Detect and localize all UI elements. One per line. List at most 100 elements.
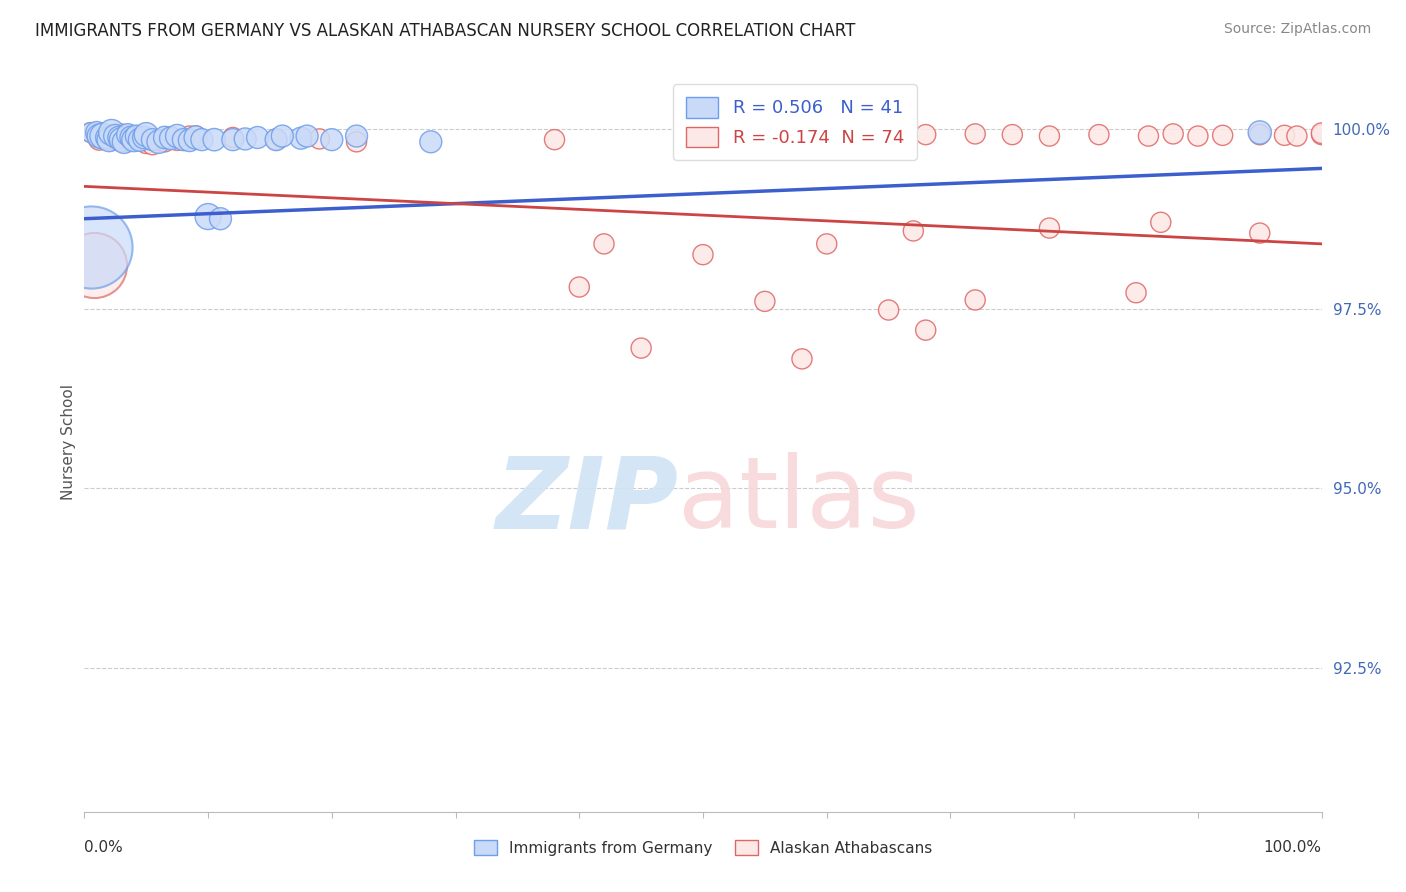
- Point: [1249, 226, 1271, 240]
- Point: [295, 129, 318, 144]
- Point: [222, 133, 245, 147]
- Point: [271, 129, 294, 144]
- Point: [233, 132, 256, 146]
- Point: [141, 137, 163, 152]
- Point: [1310, 126, 1333, 140]
- Point: [184, 129, 207, 144]
- Point: [122, 133, 145, 147]
- Point: [160, 131, 183, 145]
- Point: [148, 133, 170, 147]
- Point: [79, 125, 101, 139]
- Point: [1137, 129, 1160, 144]
- Point: [166, 129, 188, 144]
- Point: [419, 135, 441, 149]
- Point: [117, 128, 139, 142]
- Point: [1249, 128, 1271, 142]
- Point: [153, 135, 176, 149]
- Point: [264, 133, 287, 147]
- Point: [110, 133, 132, 147]
- Point: [1310, 128, 1333, 142]
- Point: [1249, 125, 1271, 139]
- Point: [264, 133, 287, 147]
- Point: [965, 127, 987, 141]
- Point: [100, 129, 122, 144]
- Point: [197, 210, 219, 224]
- Point: [112, 135, 135, 149]
- Point: [903, 224, 925, 238]
- Point: [153, 130, 176, 145]
- Text: atlas: atlas: [678, 452, 920, 549]
- Point: [98, 133, 121, 147]
- Point: [246, 130, 269, 145]
- Point: [692, 247, 714, 261]
- Point: [132, 130, 155, 145]
- Point: [202, 133, 225, 147]
- Point: [815, 236, 838, 251]
- Point: [141, 133, 163, 147]
- Text: Source: ZipAtlas.com: Source: ZipAtlas.com: [1223, 22, 1371, 37]
- Point: [129, 133, 152, 147]
- Point: [815, 129, 838, 144]
- Point: [1285, 129, 1308, 144]
- Point: [1001, 128, 1024, 142]
- Point: [108, 130, 131, 145]
- Point: [568, 280, 591, 294]
- Point: [877, 303, 900, 318]
- Point: [1274, 128, 1296, 143]
- Point: [1187, 129, 1209, 144]
- Point: [91, 128, 114, 142]
- Point: [135, 136, 157, 151]
- Point: [630, 341, 652, 355]
- Point: [132, 133, 155, 147]
- Point: [110, 128, 132, 142]
- Point: [96, 130, 118, 145]
- Point: [104, 129, 127, 144]
- Text: 100.0%: 100.0%: [1264, 840, 1322, 855]
- Point: [1038, 221, 1060, 235]
- Point: [112, 133, 135, 147]
- Point: [1125, 285, 1147, 300]
- Point: [135, 128, 157, 142]
- Point: [98, 133, 121, 147]
- Point: [222, 130, 245, 145]
- Point: [166, 133, 188, 147]
- Point: [209, 211, 232, 226]
- Point: [96, 130, 118, 145]
- Point: [79, 240, 101, 254]
- Text: ZIP: ZIP: [495, 452, 678, 549]
- Point: [184, 130, 207, 145]
- Point: [129, 133, 152, 147]
- Point: [1088, 128, 1111, 142]
- Point: [914, 128, 936, 142]
- Point: [346, 129, 368, 144]
- Point: [160, 130, 183, 145]
- Point: [79, 125, 101, 139]
- Point: [754, 130, 776, 145]
- Point: [308, 132, 330, 146]
- Point: [148, 135, 170, 149]
- Point: [86, 129, 108, 144]
- Legend: R = 0.506   N = 41, R = -0.174  N = 74: R = 0.506 N = 41, R = -0.174 N = 74: [673, 84, 917, 160]
- Point: [1161, 127, 1184, 141]
- Point: [122, 131, 145, 145]
- Point: [120, 130, 142, 145]
- Point: [120, 130, 142, 145]
- Point: [1038, 129, 1060, 144]
- Point: [117, 135, 139, 149]
- Point: [914, 323, 936, 337]
- Point: [83, 259, 105, 273]
- Point: [86, 125, 108, 139]
- Text: IMMIGRANTS FROM GERMANY VS ALASKAN ATHABASCAN NURSERY SCHOOL CORRELATION CHART: IMMIGRANTS FROM GERMANY VS ALASKAN ATHAB…: [35, 22, 855, 40]
- Point: [543, 133, 565, 147]
- Point: [1212, 128, 1234, 143]
- Point: [321, 133, 343, 147]
- Point: [125, 129, 148, 144]
- Point: [841, 129, 863, 144]
- Point: [346, 135, 368, 149]
- Point: [1150, 215, 1173, 229]
- Point: [172, 133, 194, 147]
- Point: [877, 128, 900, 142]
- Point: [191, 133, 214, 147]
- Point: [179, 133, 201, 147]
- Point: [965, 293, 987, 307]
